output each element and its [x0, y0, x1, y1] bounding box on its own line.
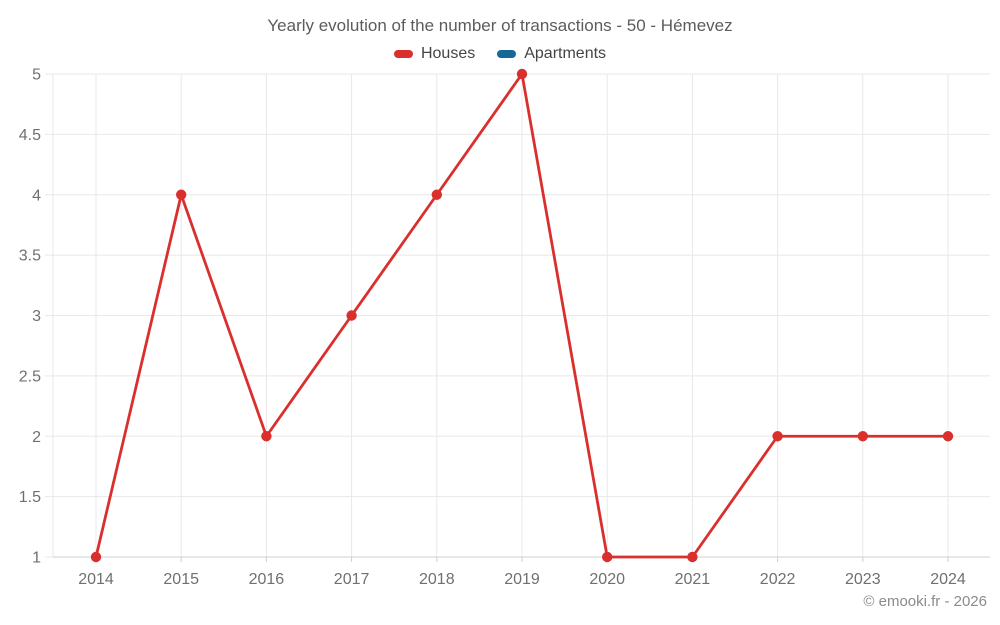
chart-legend: Houses Apartments	[0, 45, 1000, 63]
y-axis-tick-label: 1.5	[19, 489, 41, 506]
houses-data-point[interactable]	[90, 551, 102, 563]
houses-data-point[interactable]	[772, 431, 783, 442]
houses-data-point[interactable]	[261, 431, 272, 442]
houses-data-point[interactable]	[687, 551, 698, 563]
houses-data-point[interactable]	[346, 310, 357, 321]
y-axis-tick-label: 4.5	[19, 127, 41, 144]
x-axis-tick-label: 2020	[589, 571, 625, 588]
y-axis-tick-label: 3.5	[19, 248, 41, 265]
legend-item-houses[interactable]: Houses	[393, 45, 476, 63]
y-axis-tick-label: 3	[32, 308, 41, 325]
x-axis-tick-label: 2018	[419, 571, 455, 588]
x-axis-tick-label: 2017	[334, 571, 370, 588]
y-axis-tick-label: 2	[32, 429, 41, 446]
houses-data-point[interactable]	[516, 68, 528, 80]
x-axis-tick-label: 2024	[930, 571, 966, 588]
y-axis-tick-label: 5	[32, 67, 41, 84]
x-axis-tick-label: 2023	[845, 571, 881, 588]
x-axis-tick-label: 2014	[78, 571, 114, 588]
houses-series-swatch-icon	[393, 50, 413, 58]
x-axis-tick-label: 2015	[163, 571, 199, 588]
houses-series-label: Houses	[420, 45, 476, 62]
x-axis-tick-label: 2022	[760, 571, 796, 588]
houses-data-point[interactable]	[942, 431, 954, 442]
houses-data-point[interactable]	[176, 189, 187, 200]
houses-data-point[interactable]	[857, 431, 868, 442]
apartments-series-swatch-icon	[497, 50, 517, 58]
houses-data-point[interactable]	[431, 189, 442, 200]
y-axis-tick-label: 1	[32, 550, 41, 567]
y-axis-tick-label: 2.5	[19, 368, 41, 385]
legend-item-apartments[interactable]: Apartments	[497, 45, 606, 63]
apartments-series-label: Apartments	[524, 45, 607, 62]
chart-title: Yearly evolution of the number of transa…	[267, 16, 733, 35]
y-axis-tick-label: 4	[32, 187, 41, 204]
x-axis-tick-label: 2019	[504, 571, 540, 588]
houses-data-point[interactable]	[602, 551, 613, 563]
watermark-credit: © emooki.fr - 2026	[863, 593, 987, 610]
x-axis-tick-label: 2016	[249, 571, 285, 588]
x-axis-tick-label: 2021	[675, 571, 711, 588]
